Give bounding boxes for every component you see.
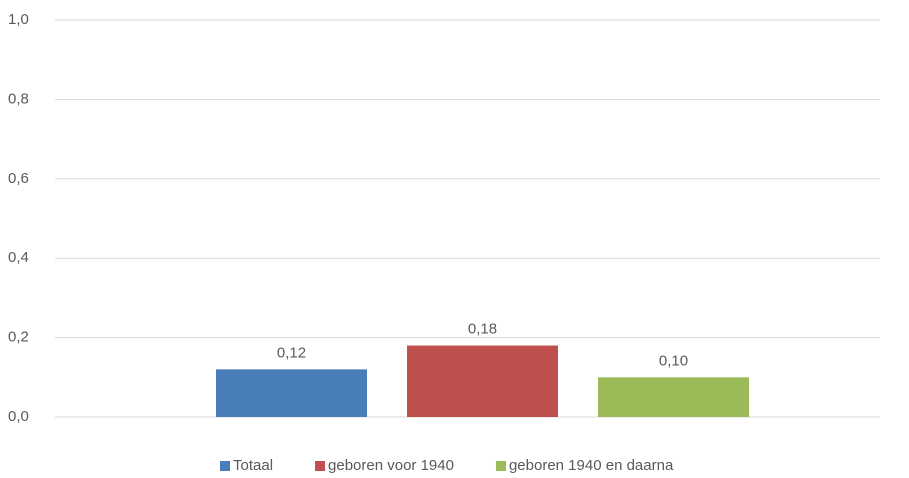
y-tick-label: 0,0 xyxy=(8,408,29,425)
bar xyxy=(216,369,367,417)
y-tick-label: 1,0 xyxy=(8,11,29,28)
data-label: 0,18 xyxy=(468,321,497,338)
legend-label: geboren 1940 en daarna xyxy=(509,457,674,474)
y-tick-label: 0,8 xyxy=(8,90,29,107)
legend-swatch xyxy=(495,461,506,471)
legend-label: geboren voor 1940 xyxy=(328,457,454,474)
bar xyxy=(407,345,558,417)
y-tick-label: 0,6 xyxy=(8,170,29,187)
legend-label: Totaal xyxy=(233,457,273,474)
legend-swatch xyxy=(220,461,230,471)
legend-swatch xyxy=(315,461,326,471)
data-label: 0,12 xyxy=(277,344,306,361)
y-tick-label: 0,2 xyxy=(8,329,29,346)
bar xyxy=(598,377,749,417)
y-tick-label: 0,4 xyxy=(8,249,29,266)
data-label: 0,10 xyxy=(659,352,688,369)
